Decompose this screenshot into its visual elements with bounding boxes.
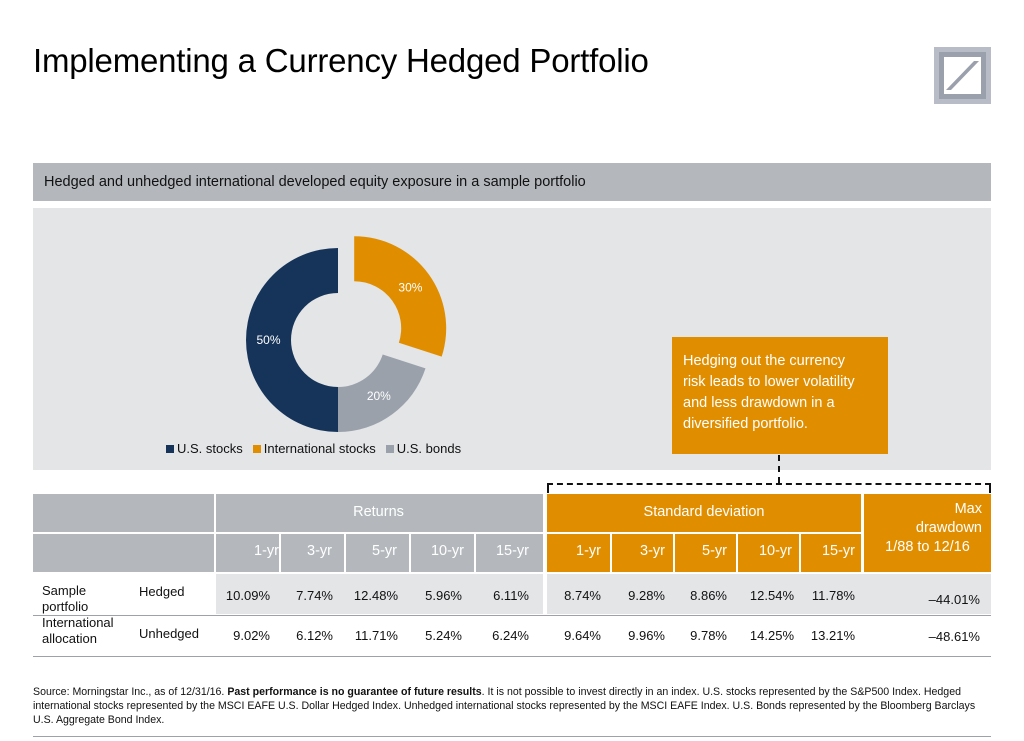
- max-drawdown-line-1: Max: [954, 501, 982, 517]
- unhedged-max-drawdown: –48.61%: [928, 629, 980, 644]
- legend-item-international-stocks: International stocks: [252, 441, 376, 456]
- legend-swatch-us-bonds: [385, 444, 394, 453]
- header-separator: [474, 534, 476, 572]
- returns-group-header-bg: [33, 494, 543, 532]
- table-bottom-rule: [33, 656, 991, 657]
- highlight-bracket: [547, 483, 991, 493]
- unhedged-return-15yr: 6.24%: [492, 628, 529, 643]
- donut-label-us-stocks: 50%: [256, 333, 280, 347]
- legend-swatch-international-stocks: [252, 444, 261, 453]
- returns-period-header: 1-yr: [254, 543, 279, 559]
- returns-period-header: 3-yr: [307, 543, 332, 559]
- hedged-std-10yr: 12.54%: [749, 588, 794, 603]
- header-separator: [214, 494, 216, 572]
- chart-subheader: Hedged and unhedged international develo…: [44, 174, 586, 190]
- hedged-returns-bg: [216, 574, 543, 614]
- std-group-header-bg: [547, 494, 861, 532]
- slash-in-square-icon: [946, 61, 979, 90]
- unhedged-return-3yr: 6.12%: [296, 628, 333, 643]
- source-lead: Source: Morningstar Inc., as of 12/31/16…: [33, 686, 228, 698]
- header-separator: [799, 534, 801, 572]
- chart-legend: U.S. stocks International stocks U.S. bo…: [166, 441, 461, 456]
- callout-line-4: diversified portfolio.: [683, 416, 808, 432]
- header-separator: [344, 534, 346, 572]
- returns-period-header: 10-yr: [430, 543, 464, 559]
- std-period-header: 10-yr: [758, 543, 792, 559]
- unhedged-return-1yr: 9.02%: [233, 628, 270, 643]
- row-group-label-line: allocation: [42, 631, 97, 646]
- max-drawdown-header-bg: [864, 494, 991, 572]
- row-group-label: Sample portfolio International allocatio…: [42, 583, 114, 647]
- legend-swatch-us-stocks: [166, 444, 174, 453]
- hedged-return-15yr: 6.11%: [493, 588, 529, 603]
- hedged-return-10yr: 5.96%: [425, 588, 462, 603]
- callout-box: Hedging out the currency risk leads to l…: [672, 337, 888, 454]
- hedged-return-3yr: 7.74%: [296, 588, 333, 603]
- source-footnote: Source: Morningstar Inc., as of 12/31/16…: [33, 686, 993, 727]
- header-separator: [279, 534, 281, 572]
- header-separator: [673, 534, 675, 572]
- donut-slice-us-stocks: [246, 248, 338, 432]
- legend-label-international-stocks: International stocks: [263, 441, 376, 456]
- bank-logo: [934, 47, 991, 104]
- returns-group-header: Returns: [353, 504, 404, 520]
- std-period-header: 1-yr: [576, 543, 601, 559]
- hedged-std-1yr: 8.74%: [564, 588, 601, 603]
- hedged-std-15yr: 11.78%: [811, 588, 855, 603]
- legend-label-us-stocks: U.S. stocks: [177, 441, 243, 456]
- donut-label-international-stocks: 30%: [398, 280, 422, 294]
- unhedged-return-5yr: 11.71%: [354, 628, 398, 643]
- hedged-std-bg: [547, 574, 991, 614]
- returns-period-header: 5-yr: [372, 543, 397, 559]
- unhedged-std-15yr: 13.21%: [810, 628, 855, 643]
- source-rest: . It is not possible to invest directly …: [33, 686, 976, 726]
- unhedged-std-10yr: 14.25%: [749, 628, 794, 643]
- logo-inner: [944, 57, 981, 94]
- header-separator: [610, 534, 612, 572]
- callout-line-1: Hedging out the currency: [683, 353, 846, 369]
- page-title: Implementing a Currency Hedged Portfolio: [33, 42, 649, 79]
- row-label-unhedged: Unhedged: [139, 626, 199, 641]
- chart-subheader-bar: Hedged and unhedged international develo…: [33, 163, 991, 201]
- donut-slice-us-bonds: [338, 354, 426, 432]
- footer-rule: [33, 736, 991, 737]
- legend-item-us-stocks: U.S. stocks: [166, 441, 243, 456]
- hedged-std-5yr: 8.86%: [690, 588, 727, 603]
- legend-label-us-bonds: U.S. bonds: [396, 441, 462, 456]
- row-group-label-line: portfolio: [42, 599, 89, 614]
- legend-item-us-bonds: U.S. bonds: [385, 441, 462, 456]
- std-period-header: 3-yr: [640, 543, 665, 559]
- max-drawdown-line-3: 1/88 to 12/16: [885, 539, 970, 555]
- callout-line-3: and less drawdown in a: [683, 395, 835, 411]
- max-drawdown-line-2: drawdown: [915, 520, 982, 536]
- std-group-header: Standard deviation: [643, 504, 765, 520]
- unhedged-std-1yr: 9.64%: [564, 628, 601, 643]
- header-separator: [862, 494, 864, 572]
- callout-line-2: risk leads to lower volatility: [683, 374, 855, 390]
- row-group-label-line: International: [42, 615, 114, 630]
- donut-label-us-bonds: 20%: [367, 389, 391, 403]
- returns-period-header-bg: [33, 534, 543, 572]
- row-divider: [33, 615, 991, 616]
- header-separator: [736, 534, 738, 572]
- donut-slice-international-stocks: [354, 236, 447, 357]
- std-period-header: 15-yr: [821, 543, 855, 559]
- header-separator: [409, 534, 411, 572]
- hedged-return-1yr: 10.09%: [225, 588, 270, 603]
- max-drawdown-header: Max drawdown 1/88 to 12/16: [864, 500, 991, 557]
- unhedged-return-10yr: 5.24%: [425, 628, 462, 643]
- source-disclaimer: Past performance is no guarantee of futu…: [227, 686, 482, 698]
- unhedged-std-3yr: 9.96%: [628, 628, 665, 643]
- hedged-return-5yr: 12.48%: [353, 588, 398, 603]
- donut-chart: 30% 20% 50%: [246, 236, 447, 432]
- std-period-header: 5-yr: [702, 543, 727, 559]
- row-label-hedged: Hedged: [139, 584, 185, 599]
- unhedged-std-5yr: 9.78%: [690, 628, 727, 643]
- hedged-std-3yr: 9.28%: [628, 588, 665, 603]
- std-period-header-bg: [547, 534, 861, 572]
- row-group-label-line: Sample: [42, 583, 87, 598]
- returns-period-header: 15-yr: [495, 543, 529, 559]
- hedged-max-drawdown: –44.01%: [928, 592, 980, 607]
- callout-connector: [778, 455, 780, 483]
